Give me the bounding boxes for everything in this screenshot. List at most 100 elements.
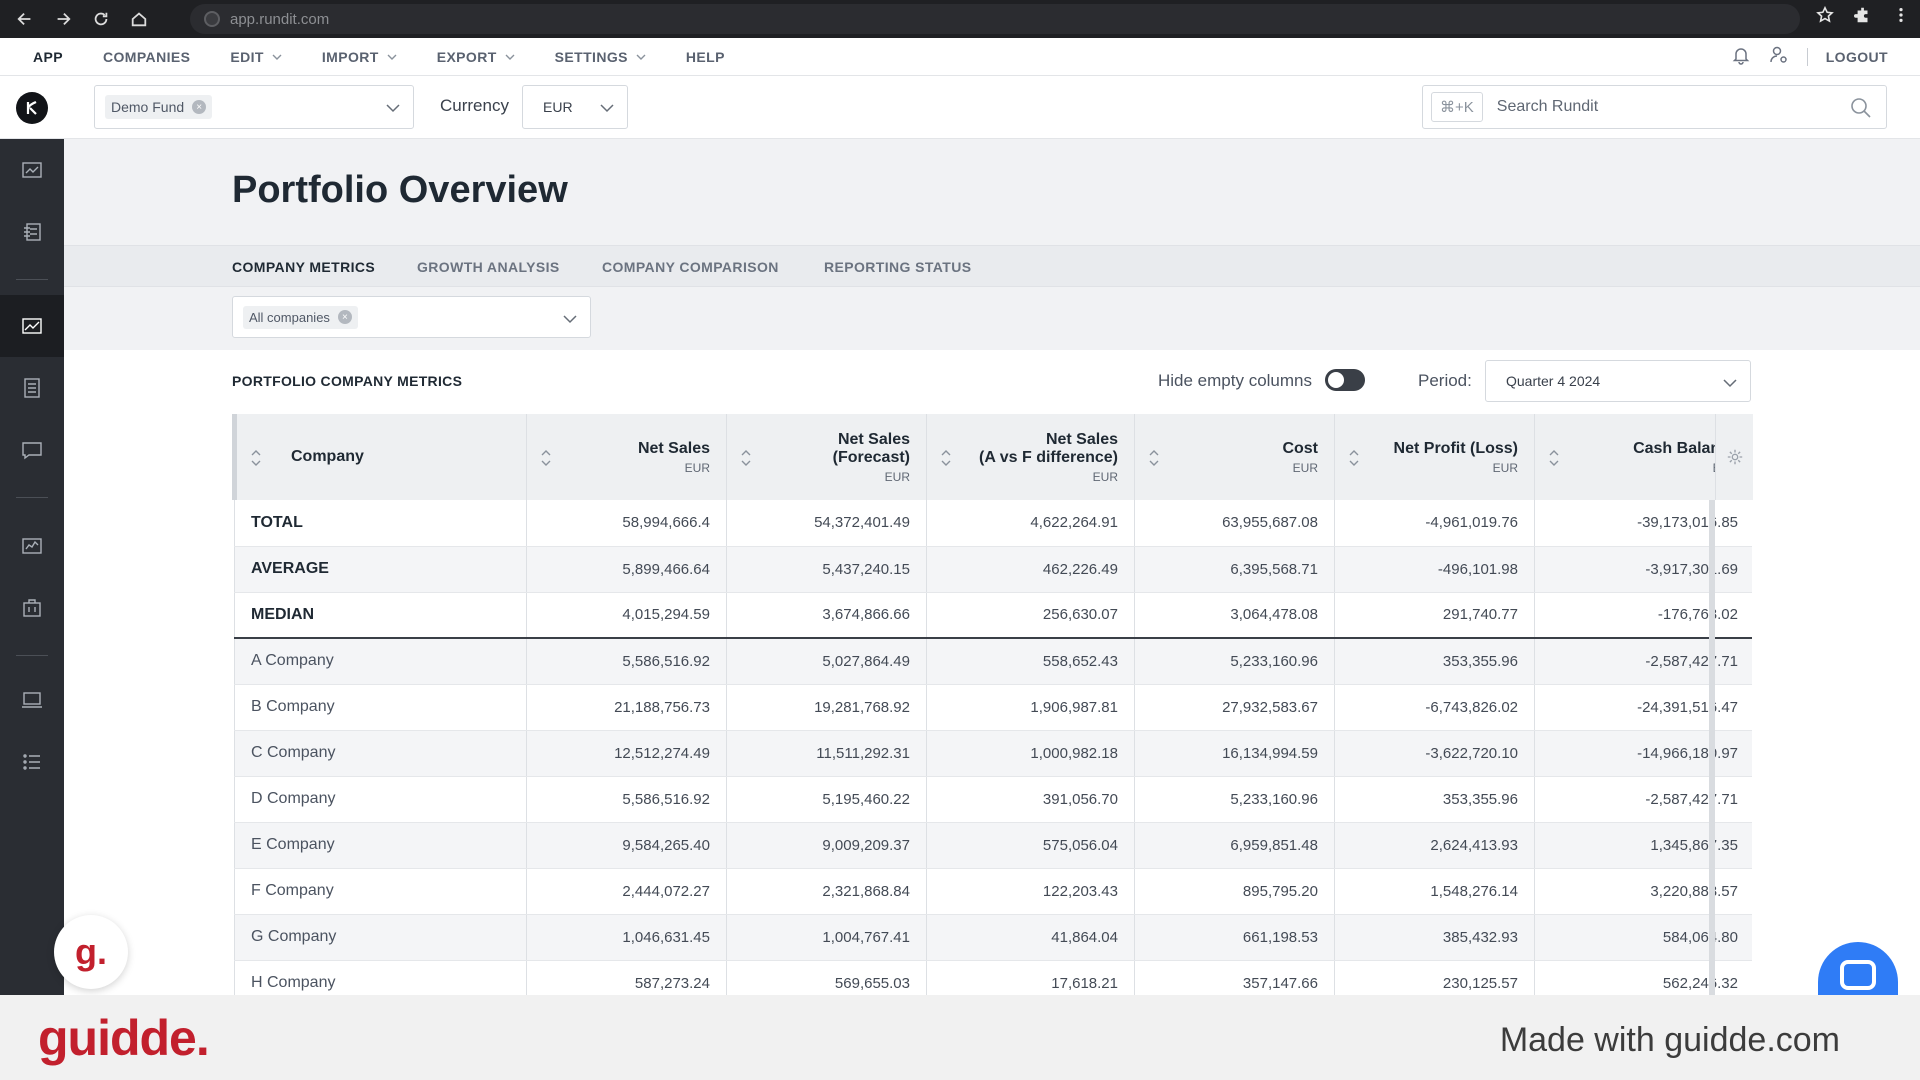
list-document-icon: [24, 223, 41, 241]
reload-icon[interactable]: [88, 6, 114, 32]
company-name-cell: B Company: [234, 684, 527, 731]
metric-value-cell: 5,195,460.22: [726, 776, 927, 823]
period-select[interactable]: Quarter 4 2024: [1485, 360, 1751, 402]
column-header[interactable]: Net Profit (Loss) EUR: [1334, 414, 1535, 500]
menu-help[interactable]: HELP: [686, 49, 725, 65]
remove-chip-icon[interactable]: ×: [337, 310, 352, 324]
sidebar-item-reports[interactable]: [0, 201, 64, 263]
menu-companies[interactable]: COMPANIES: [103, 49, 190, 65]
column-title: Net Profit (Loss): [1393, 439, 1518, 457]
metric-value-cell: 1,345,867.35: [1534, 822, 1752, 869]
forward-icon[interactable]: [50, 6, 76, 32]
metric-value-cell: 9,584,265.40: [526, 822, 727, 869]
column-header[interactable]: Net Sales (A vs F difference) EUR: [926, 414, 1135, 500]
sidebar-item-portfolio-overview[interactable]: [0, 295, 64, 357]
column-header[interactable]: Cost EUR: [1134, 414, 1335, 500]
metric-value-cell: -176,763.02: [1534, 592, 1752, 639]
sidebar-item-tasks[interactable]: [0, 731, 64, 793]
summary-row[interactable]: MEDIAN 4,015,294.59 3,674,866.66 256,630.07…: [234, 592, 1752, 639]
fund-chip: Demo Fund ×: [105, 95, 213, 119]
logout-button[interactable]: LOGOUT: [1825, 49, 1888, 65]
metric-value-cell: 385,432.93: [1334, 914, 1535, 961]
tab-growth-analysis[interactable]: GROWTH ANALYSIS: [417, 259, 560, 275]
metric-value-cell: 1,906,987.81: [926, 684, 1135, 731]
sidebar-item-screen[interactable]: [0, 669, 64, 731]
back-icon[interactable]: [12, 6, 38, 32]
table-row[interactable]: F Company 2,444,072.27 2,321,868.84 122,203…: [234, 868, 1752, 915]
remove-chip-icon[interactable]: ×: [192, 100, 207, 114]
browser-menu-icon[interactable]: [1892, 6, 1910, 29]
laptop-icon: [22, 692, 42, 708]
guidde-footer: guidde. Made with guidde.com: [0, 995, 1920, 1080]
company-name-cell: D Company: [234, 776, 527, 823]
guidde-badge[interactable]: g.: [54, 915, 128, 989]
sort-icon[interactable]: [1347, 447, 1361, 469]
menu-settings[interactable]: SETTINGS: [555, 49, 646, 65]
menu-import[interactable]: IMPORT: [322, 49, 397, 65]
sort-icon[interactable]: [539, 447, 553, 469]
metric-value-cell: 584,064.80: [1534, 914, 1752, 961]
sort-icon[interactable]: [1147, 447, 1161, 469]
column-header[interactable]: Company: [232, 414, 527, 500]
rundit-logo[interactable]: [0, 76, 64, 139]
company-filter-select[interactable]: All companies ×: [232, 296, 591, 338]
sidebar-item-portfolio[interactable]: [0, 577, 64, 639]
column-header[interactable]: Net Sales EUR: [526, 414, 727, 500]
menu-app[interactable]: APP: [33, 49, 63, 65]
tab-reporting-status[interactable]: REPORTING STATUS: [824, 259, 972, 275]
sidebar-item-dashboard[interactable]: [0, 139, 64, 201]
search-icon[interactable]: [1850, 97, 1872, 119]
metric-value-cell: 12,512,274.49: [526, 730, 727, 777]
column-settings-icon[interactable]: [1715, 414, 1753, 500]
table-row[interactable]: D Company 5,586,516.92 5,195,460.22 391,056…: [234, 776, 1752, 823]
currency-select[interactable]: EUR: [522, 85, 628, 129]
period-value: Quarter 4 2024: [1506, 373, 1601, 389]
sidebar-item-messages[interactable]: [0, 419, 64, 481]
metric-value-cell: 21,188,756.73: [526, 684, 727, 731]
company-name-cell: TOTAL: [234, 500, 527, 547]
table-row[interactable]: E Company 9,584,265.40 9,009,209.37 575,056…: [234, 822, 1752, 869]
sort-icon[interactable]: [939, 447, 953, 469]
column-header[interactable]: Net Sales (Forecast) EUR: [726, 414, 927, 500]
tab-company-metrics[interactable]: COMPANY METRICS: [232, 259, 376, 275]
rundit-logo-icon: [16, 91, 48, 124]
bookmark-star-icon[interactable]: [1816, 5, 1834, 29]
menu-export[interactable]: EXPORT: [437, 49, 515, 65]
table-row[interactable]: H Company 587,273.24 569,655.03 17,618.21 35…: [234, 960, 1752, 995]
metric-value-cell: 5,233,160.96: [1134, 776, 1335, 823]
hide-empty-columns-toggle[interactable]: [1325, 369, 1365, 391]
table-row[interactable]: C Company 12,512,274.49 11,511,292.31 1,000…: [234, 730, 1752, 777]
search-input[interactable]: ⌘+K Search Rundit: [1422, 85, 1887, 129]
bell-icon[interactable]: [1731, 45, 1751, 70]
extensions-icon[interactable]: [1854, 6, 1872, 29]
metric-value-cell: -3,622,720.10: [1334, 730, 1535, 777]
metric-value-cell: 6,959,851.48: [1134, 822, 1335, 869]
fund-select[interactable]: Demo Fund ×: [94, 85, 414, 129]
summary-row[interactable]: AVERAGE 5,899,466.64 5,437,240.15 462,226.4…: [234, 546, 1752, 593]
metric-value-cell: 58,994,666.4: [526, 500, 727, 547]
summary-row[interactable]: TOTAL 58,994,666.4 54,372,401.49 4,622,264.…: [234, 500, 1752, 547]
menu-export-label: EXPORT: [436, 48, 497, 65]
metric-value-cell: 1,548,276.14: [1334, 868, 1535, 915]
metric-value-cell: 569,655.03: [726, 960, 927, 995]
sort-icon[interactable]: [1547, 447, 1561, 469]
metric-value-cell: 19,281,768.92: [726, 684, 927, 731]
sidebar-item-documents[interactable]: [0, 357, 64, 419]
user-settings-icon[interactable]: [1769, 45, 1789, 70]
tab-company-comparison[interactable]: COMPANY COMPARISON: [602, 259, 779, 275]
app-toolbar: Demo Fund × Currency EUR ⌘+K Search Rund…: [0, 76, 1920, 139]
metric-value-cell: 9,009,209.37: [726, 822, 927, 869]
table-row[interactable]: A Company 5,586,516.92 5,027,864.49 558,652…: [234, 638, 1752, 685]
table-row[interactable]: B Company 21,188,756.73 19,281,768.92 1,906…: [234, 684, 1752, 731]
fund-chip-label: Demo Fund: [111, 99, 185, 115]
sort-icon[interactable]: [739, 447, 753, 469]
site-info-icon[interactable]: [204, 11, 220, 27]
menu-edit[interactable]: EDIT: [230, 49, 282, 65]
column-unit: EUR: [1535, 461, 1738, 475]
sort-icon[interactable]: [249, 447, 263, 469]
home-icon[interactable]: [126, 6, 152, 32]
sidebar-item-analytics[interactable]: [0, 515, 64, 577]
address-bar[interactable]: app.rundit.com: [190, 4, 1800, 34]
analytics-icon: [22, 538, 42, 554]
table-row[interactable]: G Company 1,046,631.45 1,004,767.41 41,864.…: [234, 914, 1752, 961]
